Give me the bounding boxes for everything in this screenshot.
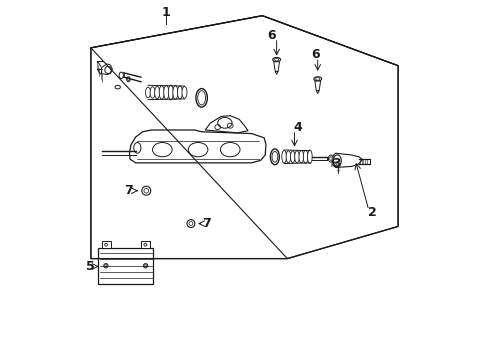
Polygon shape [102, 64, 112, 75]
Ellipse shape [152, 143, 172, 157]
Text: 5: 5 [85, 260, 94, 273]
Text: 2: 2 [367, 206, 376, 219]
Ellipse shape [182, 86, 186, 98]
FancyBboxPatch shape [98, 248, 153, 284]
Ellipse shape [163, 85, 168, 100]
Ellipse shape [168, 85, 173, 100]
Ellipse shape [298, 150, 303, 163]
Ellipse shape [159, 86, 164, 99]
FancyBboxPatch shape [141, 242, 149, 248]
Text: 3: 3 [332, 157, 340, 170]
Ellipse shape [270, 149, 279, 165]
Ellipse shape [154, 86, 160, 99]
Ellipse shape [145, 87, 150, 98]
Text: 4: 4 [292, 121, 301, 134]
Ellipse shape [328, 155, 333, 162]
Ellipse shape [303, 150, 307, 163]
Polygon shape [273, 62, 279, 71]
Text: 6: 6 [310, 48, 319, 61]
Polygon shape [275, 71, 278, 74]
Ellipse shape [142, 186, 150, 195]
FancyBboxPatch shape [102, 242, 110, 248]
Ellipse shape [173, 86, 178, 99]
Ellipse shape [186, 220, 194, 228]
Polygon shape [314, 81, 320, 91]
Polygon shape [316, 91, 319, 94]
Ellipse shape [150, 87, 155, 98]
Ellipse shape [196, 89, 207, 107]
Ellipse shape [281, 150, 286, 163]
Ellipse shape [294, 151, 299, 163]
Ellipse shape [115, 85, 120, 89]
Ellipse shape [188, 143, 207, 157]
Ellipse shape [177, 86, 182, 99]
Ellipse shape [285, 151, 290, 163]
Ellipse shape [307, 150, 311, 163]
Polygon shape [129, 130, 265, 163]
Polygon shape [205, 116, 247, 133]
Text: 7: 7 [202, 217, 210, 230]
Ellipse shape [333, 155, 341, 167]
Ellipse shape [313, 77, 321, 81]
Ellipse shape [290, 151, 294, 163]
Text: 1: 1 [161, 6, 170, 19]
Ellipse shape [220, 143, 240, 157]
Ellipse shape [272, 58, 280, 62]
Polygon shape [91, 16, 397, 258]
Text: 6: 6 [266, 29, 275, 42]
Text: 7: 7 [124, 184, 133, 197]
Polygon shape [332, 153, 362, 167]
